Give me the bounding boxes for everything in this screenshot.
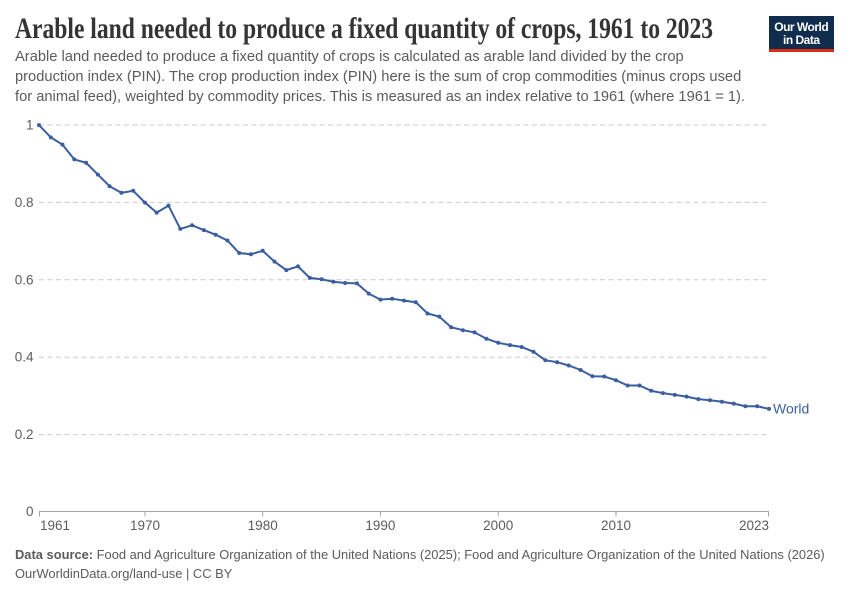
svg-text:0.6: 0.6 — [15, 272, 34, 287]
svg-text:1980: 1980 — [248, 518, 278, 533]
svg-text:0.8: 0.8 — [15, 195, 34, 210]
svg-text:World: World — [773, 401, 809, 417]
svg-text:1970: 1970 — [130, 518, 160, 533]
svg-text:1: 1 — [26, 118, 34, 133]
svg-text:0.2: 0.2 — [15, 427, 34, 442]
svg-text:1961: 1961 — [40, 518, 70, 533]
svg-text:0.4: 0.4 — [15, 350, 34, 365]
svg-text:2023: 2023 — [739, 518, 769, 533]
svg-text:0: 0 — [26, 504, 34, 519]
svg-text:1990: 1990 — [365, 518, 395, 533]
svg-text:2000: 2000 — [483, 518, 513, 533]
svg-text:2010: 2010 — [601, 518, 631, 533]
